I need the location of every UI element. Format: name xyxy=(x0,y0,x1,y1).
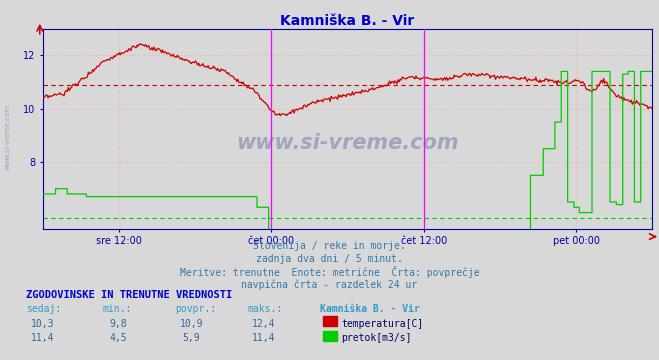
Text: 11,4: 11,4 xyxy=(252,333,275,343)
Text: 12,4: 12,4 xyxy=(252,319,275,329)
Text: 5,9: 5,9 xyxy=(183,333,200,343)
Text: zadnja dva dni / 5 minut.: zadnja dva dni / 5 minut. xyxy=(256,254,403,264)
Text: pretok[m3/s]: pretok[m3/s] xyxy=(341,333,412,343)
Text: maks.:: maks.: xyxy=(247,304,282,314)
Text: sedaj:: sedaj: xyxy=(26,304,61,314)
Text: 10,9: 10,9 xyxy=(179,319,203,329)
Text: www.si-vreme.com: www.si-vreme.com xyxy=(237,133,459,153)
Title: Kamniška B. - Vir: Kamniška B. - Vir xyxy=(281,14,415,28)
Text: ZGODOVINSKE IN TRENUTNE VREDNOSTI: ZGODOVINSKE IN TRENUTNE VREDNOSTI xyxy=(26,290,233,300)
Text: temperatura[C]: temperatura[C] xyxy=(341,319,424,329)
Text: navpična črta - razdelek 24 ur: navpična črta - razdelek 24 ur xyxy=(241,279,418,289)
Text: www.si-vreme.com: www.si-vreme.com xyxy=(5,104,11,170)
Text: povpr.:: povpr.: xyxy=(175,304,215,314)
Text: 9,8: 9,8 xyxy=(110,319,127,329)
Text: Slovenija / reke in morje.: Slovenija / reke in morje. xyxy=(253,241,406,251)
Text: Meritve: trenutne  Enote: metrične  Črta: povprečje: Meritve: trenutne Enote: metrične Črta: … xyxy=(180,266,479,278)
Text: 11,4: 11,4 xyxy=(31,333,55,343)
Text: 4,5: 4,5 xyxy=(110,333,127,343)
Text: min.:: min.: xyxy=(102,304,132,314)
Text: Kamniška B. - Vir: Kamniška B. - Vir xyxy=(320,304,420,314)
Text: 10,3: 10,3 xyxy=(31,319,55,329)
